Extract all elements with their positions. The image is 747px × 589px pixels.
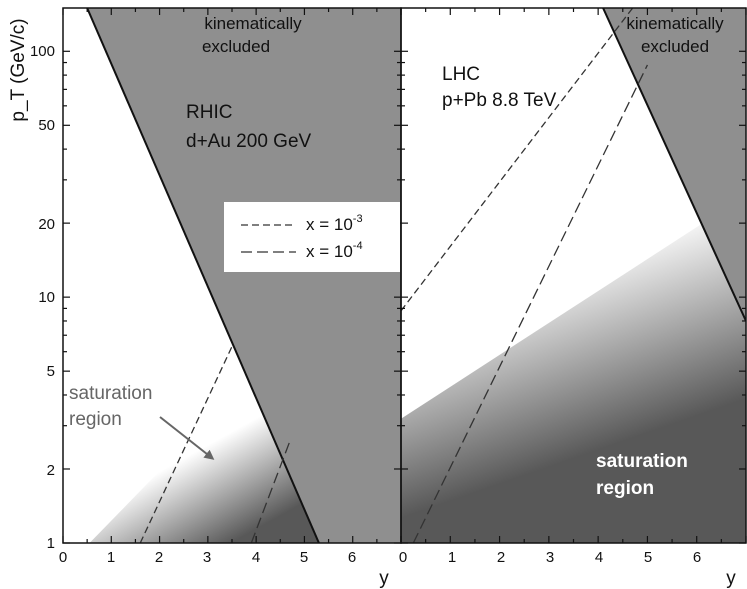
x-tick-label: 2 — [155, 549, 163, 566]
x-tick-label: 6 — [693, 549, 701, 566]
left-x-axis-tick-labels: 0 1 2 3 4 5 6 — [59, 549, 356, 566]
legend-box — [224, 202, 400, 272]
x-tick-label: 4 — [252, 549, 260, 566]
left-line-x1e-3 — [139, 346, 233, 543]
right-excluded-label-line1: kinematically — [626, 14, 724, 33]
saturation-arrow — [159, 416, 215, 460]
left-line-x1e-4 — [250, 440, 291, 543]
x-tick-label: 0 — [399, 549, 407, 566]
axis-ticks — [62, 8, 747, 544]
y-tick-label: 10 — [38, 289, 55, 306]
x-tick-label: 4 — [595, 549, 603, 566]
x-tick-label: 5 — [644, 549, 652, 566]
legend-entry-x1e-4: x = 10-4 — [306, 240, 363, 261]
y-axis-title: p_T (GeV/c) — [8, 18, 29, 121]
legend-entry-x1e-3: x = 10-3 — [306, 213, 363, 234]
y-tick-label: 100 — [30, 43, 55, 60]
right-kinematic-boundary-line — [602, 8, 746, 322]
x-tick-label: 3 — [203, 549, 211, 566]
right-saturation-region — [401, 195, 746, 543]
left-x-axis-title: y — [379, 568, 389, 589]
right-excluded-region — [603, 8, 746, 543]
x-tick-label: 3 — [546, 549, 554, 566]
left-panel — [63, 8, 401, 543]
right-line-x1e-3 — [401, 8, 634, 312]
left-excluded-label-line1: kinematically — [204, 14, 302, 33]
right-saturation-label-line2: region — [596, 478, 654, 499]
right-x-axis-title: y — [726, 568, 736, 589]
x-tick-label: 1 — [107, 549, 115, 566]
left-system-label-line1: RHIC — [186, 102, 232, 123]
left-system-label-line2: d+Au 200 GeV — [186, 131, 312, 152]
right-saturation-label-line1: saturation — [596, 451, 688, 472]
right-excluded-label-line2: excluded — [641, 37, 709, 56]
y-tick-label: 5 — [47, 363, 55, 380]
right-x-axis-tick-labels: 0 1 2 3 4 5 6 — [399, 549, 701, 566]
right-system-label-line1: LHC — [442, 64, 480, 85]
x-tick-label: 2 — [497, 549, 505, 566]
y-tick-label: 20 — [38, 216, 55, 233]
left-kinematic-boundary-line — [86, 8, 320, 543]
right-system-label-line2: p+Pb 8.8 TeV — [442, 90, 557, 111]
y-tick-label: 1 — [47, 535, 55, 552]
y-tick-label: 50 — [38, 117, 55, 134]
y-tick-label: 2 — [47, 462, 55, 479]
x-tick-label: 0 — [59, 549, 67, 566]
right-line-x1e-4 — [412, 64, 649, 543]
x-tick-label: 6 — [348, 549, 356, 566]
right-panel — [401, 8, 746, 543]
legend: x = 10-3 x = 10-4 — [224, 202, 400, 272]
left-saturation-label-line1: saturation — [69, 383, 152, 404]
x-tick-label: 5 — [300, 549, 308, 566]
x-tick-label: 1 — [448, 549, 456, 566]
left-saturation-label-line2: region — [69, 409, 122, 430]
left-excluded-label-line2: excluded — [202, 37, 270, 56]
left-excluded-region — [87, 8, 401, 543]
y-axis-tick-labels: 1 2 5 10 20 50 100 — [30, 43, 55, 552]
